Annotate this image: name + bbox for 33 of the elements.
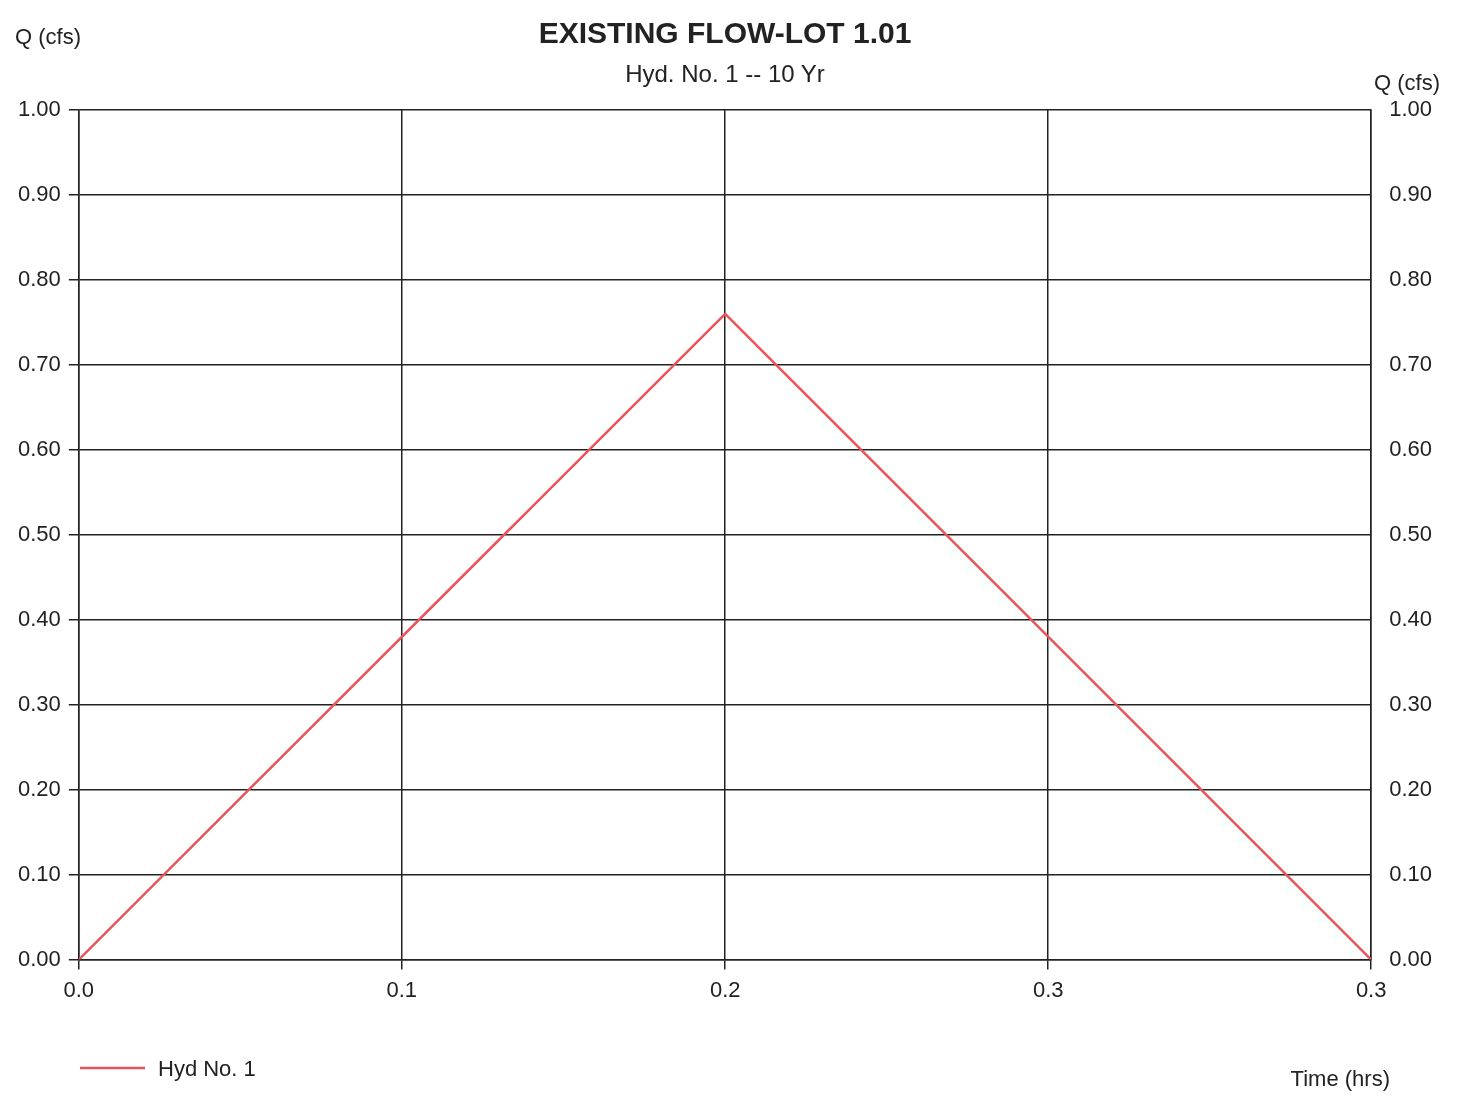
y2-tick-label: 0.80 bbox=[1389, 265, 1433, 291]
y-tick-label: 0.80 bbox=[17, 265, 61, 291]
x-tick-label: 0.3 bbox=[1355, 976, 1387, 1002]
y2-tick-label: 0.20 bbox=[1389, 775, 1433, 801]
chart-subtitle: Hyd. No. 1 -- 10 Yr bbox=[625, 59, 825, 87]
chart-title: EXISTING FLOW-LOT 1.01 bbox=[538, 16, 912, 50]
y2-axis-title: Q (cfs) bbox=[1374, 70, 1440, 96]
y-tick-label: 0.70 bbox=[17, 350, 61, 376]
x-tick-label: 0.2 bbox=[709, 976, 741, 1002]
x-tick-label: 0.0 bbox=[63, 976, 95, 1002]
y-tick-label: 0.50 bbox=[17, 520, 61, 546]
y-tick-label: 0.20 bbox=[17, 775, 61, 801]
y-axis-title: Q (cfs) bbox=[15, 24, 81, 50]
x-tick-label: 0.1 bbox=[386, 976, 418, 1002]
y2-tick-label: 0.30 bbox=[1389, 690, 1433, 716]
y2-tick-label: 0.40 bbox=[1389, 605, 1433, 631]
y-tick-label: 0.40 bbox=[17, 605, 61, 631]
y2-tick-label: 0.10 bbox=[1389, 860, 1433, 886]
x-axis-title: Time (hrs) bbox=[1290, 1066, 1390, 1092]
y2-tick-label: 1.00 bbox=[1389, 96, 1433, 122]
y2-tick-label: 0.90 bbox=[1389, 181, 1433, 207]
x-tick-label: 0.3 bbox=[1032, 976, 1064, 1002]
y2-tick-label: 0.50 bbox=[1389, 520, 1433, 546]
legend-label: Hyd No. 1 bbox=[158, 1056, 256, 1082]
y-tick-label: 0.90 bbox=[17, 181, 61, 207]
y2-tick-label: 0.70 bbox=[1389, 350, 1433, 376]
y-tick-label: 0.10 bbox=[17, 860, 61, 886]
y-tick-label: 0.00 bbox=[17, 945, 61, 971]
y-tick-label: 0.60 bbox=[17, 435, 61, 461]
y2-tick-label: 0.60 bbox=[1389, 435, 1433, 461]
y2-tick-label: 0.00 bbox=[1389, 945, 1433, 971]
y-tick-label: 1.00 bbox=[17, 96, 61, 122]
y-tick-label: 0.30 bbox=[17, 690, 61, 716]
